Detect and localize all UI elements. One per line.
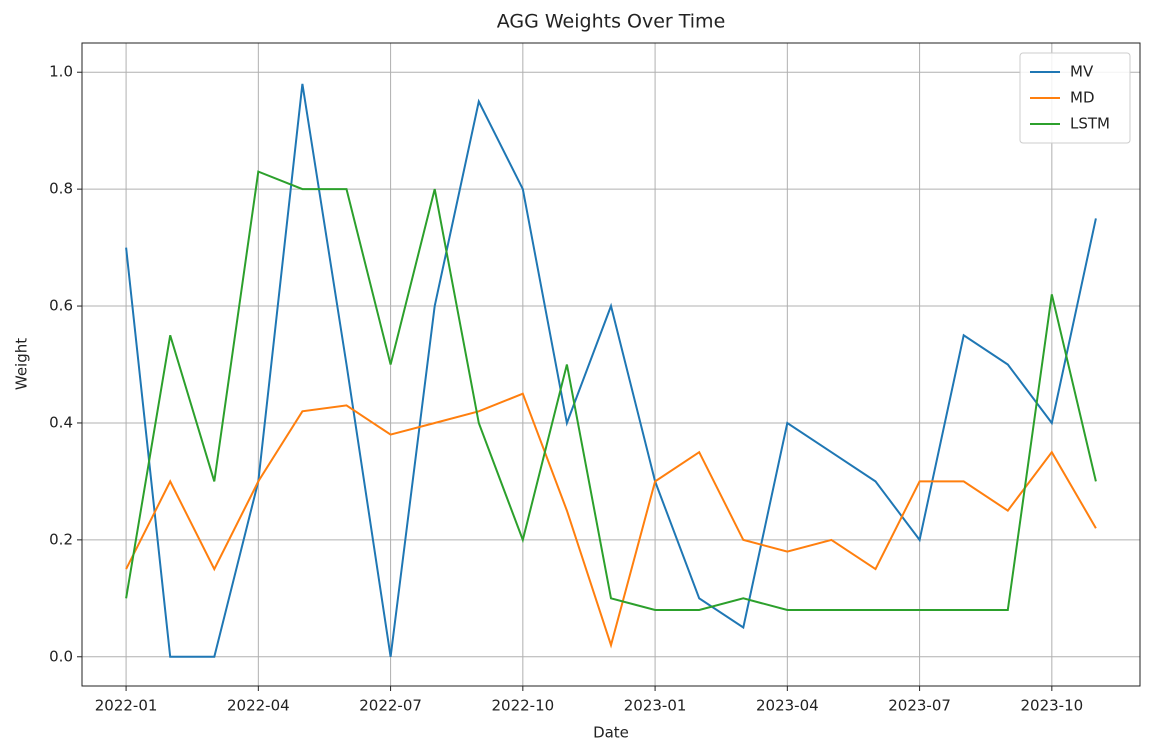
series-line bbox=[125, 170, 1097, 611]
x-tick-label: 2023-04 bbox=[756, 697, 819, 715]
x-tick-label: 2022-01 bbox=[95, 697, 158, 715]
legend-label: MD bbox=[1070, 89, 1095, 107]
x-tick-label: 2022-10 bbox=[491, 697, 554, 715]
y-tick-label: 0.0 bbox=[49, 647, 73, 665]
legend-label: LSTM bbox=[1070, 115, 1110, 133]
x-tick-label: 2023-01 bbox=[624, 697, 687, 715]
y-axis-label: Weight bbox=[13, 338, 31, 390]
x-tick-label: 2022-07 bbox=[359, 697, 422, 715]
x-tick-label: 2023-07 bbox=[888, 697, 951, 715]
y-tick-label: 0.6 bbox=[49, 297, 73, 315]
y-tick-label: 1.0 bbox=[49, 63, 73, 81]
plot-frame bbox=[81, 42, 1141, 687]
y-tick-label: 0.8 bbox=[49, 180, 73, 198]
legend: MV MD LSTM bbox=[1019, 52, 1131, 144]
legend-box bbox=[1019, 52, 1131, 144]
y-tick-label: 0.4 bbox=[49, 413, 73, 431]
x-tick-label: 2022-04 bbox=[227, 697, 290, 715]
series-line bbox=[125, 392, 1097, 649]
series-line bbox=[125, 83, 1097, 658]
legend-label: MV bbox=[1070, 63, 1094, 81]
chart-title: AGG Weights Over Time bbox=[497, 11, 726, 33]
x-tick-label: 2023-10 bbox=[1020, 697, 1083, 715]
y-tick-label: 0.2 bbox=[49, 530, 73, 548]
x-axis-label: Date bbox=[593, 724, 629, 742]
